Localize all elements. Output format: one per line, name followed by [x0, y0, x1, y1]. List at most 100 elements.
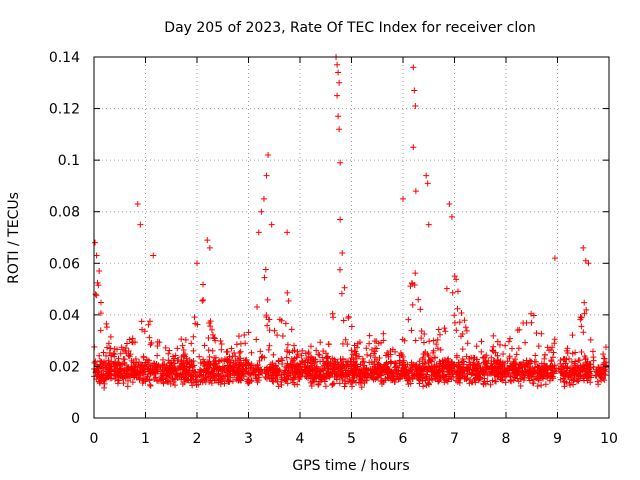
data-point	[202, 368, 209, 375]
data-point	[239, 366, 246, 373]
data-point	[283, 354, 290, 361]
y-tick-label: 0.04	[49, 308, 80, 324]
data-point	[115, 374, 122, 381]
data-point	[138, 318, 145, 325]
data-point	[141, 366, 148, 373]
data-point	[409, 301, 416, 308]
data-point	[331, 370, 338, 377]
data-point	[473, 343, 480, 350]
data-point	[155, 378, 162, 385]
data-point	[579, 365, 586, 372]
data-point	[602, 344, 609, 351]
data-point	[307, 379, 314, 386]
data-point	[423, 172, 430, 179]
data-point	[298, 352, 305, 359]
data-point	[159, 356, 166, 363]
data-point	[128, 370, 135, 377]
data-point	[461, 317, 468, 324]
data-point	[179, 342, 186, 349]
data-point	[521, 364, 528, 371]
data-point	[166, 347, 173, 354]
data-point	[356, 353, 363, 360]
data-point	[510, 364, 517, 371]
data-point	[418, 327, 425, 334]
data-point	[493, 359, 500, 366]
data-point	[457, 374, 464, 381]
data-point	[339, 249, 346, 256]
data-point	[289, 369, 296, 376]
data-point	[581, 353, 588, 360]
data-point	[181, 379, 188, 386]
data-point	[254, 303, 261, 310]
data-point	[366, 340, 373, 347]
data-point	[383, 352, 390, 359]
data-point	[218, 357, 225, 364]
data-point	[460, 365, 467, 372]
data-point	[165, 350, 172, 357]
data-point	[222, 373, 229, 380]
data-point	[307, 357, 314, 364]
data-point	[236, 350, 243, 357]
data-point	[108, 352, 115, 359]
data-point	[378, 372, 385, 379]
data-point	[469, 364, 476, 371]
data-point	[511, 369, 518, 376]
data-point	[329, 355, 336, 362]
data-point	[551, 362, 558, 369]
data-point	[560, 363, 567, 370]
data-point	[227, 371, 234, 378]
data-point	[255, 229, 262, 236]
data-points	[91, 54, 610, 391]
data-point	[494, 338, 501, 345]
data-point	[563, 356, 570, 363]
data-point	[291, 355, 298, 362]
data-point	[459, 370, 466, 377]
data-point	[323, 354, 330, 361]
data-point	[580, 244, 587, 251]
data-point	[523, 368, 530, 375]
data-point	[180, 347, 187, 354]
data-point	[265, 151, 272, 158]
data-point	[264, 367, 271, 374]
data-point	[385, 366, 392, 373]
data-point	[420, 370, 427, 377]
data-point	[587, 379, 594, 386]
data-point	[133, 374, 140, 381]
data-point	[415, 365, 422, 372]
data-point	[541, 355, 548, 362]
data-point	[164, 378, 171, 385]
data-point	[528, 368, 535, 375]
data-point	[151, 375, 158, 382]
data-point	[454, 288, 461, 295]
data-point	[323, 362, 330, 369]
data-point	[284, 229, 291, 236]
data-point	[189, 382, 196, 389]
data-point	[438, 366, 445, 373]
data-point	[199, 297, 206, 304]
data-point	[105, 361, 112, 368]
data-point	[356, 374, 363, 381]
data-point	[279, 360, 286, 367]
data-point	[449, 289, 456, 296]
data-point	[563, 365, 570, 372]
data-point	[178, 373, 185, 380]
data-point	[565, 355, 572, 362]
data-point	[146, 318, 153, 325]
data-point	[338, 290, 345, 297]
data-point	[601, 377, 608, 384]
data-point	[502, 379, 509, 386]
data-point	[520, 376, 527, 383]
data-point	[271, 327, 278, 334]
data-point	[190, 347, 197, 354]
data-point	[340, 370, 347, 377]
data-point	[269, 360, 276, 367]
data-point	[130, 369, 137, 376]
data-point	[217, 337, 224, 344]
data-point	[242, 340, 249, 347]
data-point	[322, 383, 329, 390]
data-point	[266, 375, 273, 382]
data-point	[144, 373, 151, 380]
data-point	[515, 378, 522, 385]
data-point	[448, 213, 455, 220]
data-point	[224, 348, 231, 355]
